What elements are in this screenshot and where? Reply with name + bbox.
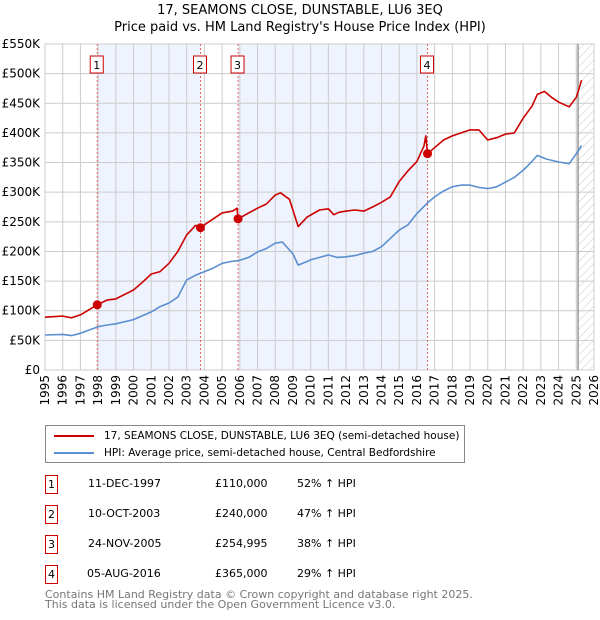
x-tick-label: 1996 [56, 375, 70, 406]
footer-licence: This data is licensed under the Open Gov… [45, 598, 396, 611]
transaction-hpi-diff: 38% ↑ HPI [297, 537, 356, 550]
x-tick-label: 2008 [268, 375, 282, 406]
y-tick-label: £200K [2, 244, 42, 258]
transaction-row: 3 24-NOV-2005 £254,995 38% ↑ HPI [45, 535, 445, 555]
x-tick-label: 1999 [109, 375, 123, 406]
sale-badge-label: 4 [424, 59, 431, 72]
transaction-row: 2 10-OCT-2003 £240,000 47% ↑ HPI [45, 505, 445, 525]
chart-title: 17, SEAMONS CLOSE, DUNSTABLE, LU6 3EQ [157, 3, 443, 18]
y-tick-label: £450K [2, 96, 42, 110]
x-tick-label: 2004 [197, 375, 211, 406]
x-tick-label: 2011 [321, 375, 335, 406]
legend-swatch-red [54, 435, 94, 437]
transaction-hpi-diff: 29% ↑ HPI [297, 567, 356, 580]
shade-region [238, 44, 428, 370]
x-tick-label: 2005 [215, 375, 229, 406]
x-tick-label: 2026 [587, 375, 600, 406]
x-tick-label: 2017 [428, 375, 442, 406]
x-tick-label: 1997 [73, 375, 87, 406]
sale-badge-box [89, 55, 104, 74]
legend-label-property: 17, SEAMONS CLOSE, DUNSTABLE, LU6 3EQ (s… [104, 430, 460, 442]
transaction-price: £365,000 [215, 567, 268, 580]
plot-frame [44, 43, 595, 371]
x-tick-label: 2003 [180, 375, 194, 406]
x-tick-label: 2009 [286, 375, 300, 406]
transaction-price: £110,000 [215, 477, 268, 490]
y-tick-label: £150K [2, 274, 42, 288]
transaction-date: 10-OCT-2003 [88, 507, 161, 520]
sale-point [233, 214, 243, 224]
x-tick-label: 1998 [91, 375, 105, 406]
sale-badge-box [192, 55, 207, 74]
series-line [44, 144, 583, 337]
legend-item-property: 17, SEAMONS CLOSE, DUNSTABLE, LU6 3EQ (s… [46, 428, 459, 444]
x-tick-label: 2024 [552, 375, 566, 406]
transaction-price: £254,995 [215, 537, 268, 550]
transaction-hpi-diff: 52% ↑ HPI [297, 477, 356, 490]
x-tick-label: 2025 [569, 375, 583, 406]
legend: 17, SEAMONS CLOSE, DUNSTABLE, LU6 3EQ (s… [45, 425, 465, 463]
x-tick-label: 2018 [445, 375, 459, 406]
sale-badge-label: 1 [93, 59, 100, 72]
y-tick-label: £350K [2, 156, 42, 170]
series-line [44, 79, 583, 319]
x-tick-label: 2016 [410, 375, 424, 406]
transaction-price: £240,000 [215, 507, 268, 520]
y-tick-label: £250K [2, 215, 42, 229]
legend-label-hpi: HPI: Average price, semi-detached house,… [104, 447, 436, 459]
transaction-marker: 3 [45, 535, 58, 554]
y-tick-label: £50K [9, 333, 41, 347]
y-tick-label: £500K [2, 67, 42, 81]
transaction-row: 4 05-AUG-2016 £365,000 29% ↑ HPI [45, 565, 445, 585]
y-tick-label: £400K [2, 126, 42, 140]
transaction-date: 24-NOV-2005 [88, 537, 162, 550]
x-tick-label: 2022 [516, 375, 530, 406]
x-tick-label: 2007 [251, 375, 265, 406]
transaction-marker: 4 [45, 565, 58, 584]
y-tick-label: £300K [2, 185, 42, 199]
y-tick-label: £550K [2, 37, 42, 51]
transaction-hpi-diff: 47% ↑ HPI [297, 507, 356, 520]
x-tick-label: 2021 [498, 375, 512, 406]
x-tick-label: 2012 [339, 375, 353, 406]
transaction-marker: 2 [45, 505, 58, 524]
x-tick-label: 1995 [38, 375, 52, 406]
transaction-date: 11-DEC-1997 [88, 477, 162, 490]
x-tick-label: 2001 [144, 375, 158, 406]
sale-badge-box [420, 55, 435, 74]
x-tick-label: 2013 [357, 375, 371, 406]
shade-region [97, 44, 201, 370]
legend-swatch-blue [54, 452, 94, 454]
x-tick-label: 2015 [392, 375, 406, 406]
x-tick-label: 2019 [463, 375, 477, 406]
transaction-marker: 1 [45, 475, 58, 494]
sale-badge-label: 3 [234, 59, 241, 72]
x-tick-label: 2002 [162, 375, 176, 406]
y-tick-label: £100K [2, 304, 42, 318]
footer: Contains HM Land Registry data © Crown c… [45, 588, 473, 611]
chart-subtitle: Price paid vs. HM Land Registry's House … [114, 20, 486, 35]
sale-point [195, 223, 205, 233]
y-tick-label: £0 [25, 363, 40, 377]
sale-point [92, 300, 102, 310]
hatched-region [578, 44, 594, 370]
x-tick-label: 2010 [304, 375, 318, 406]
price-chart: £0 £50K £100K £150K £200K £250K £300K £350K £400… [2, 37, 600, 406]
x-tick-label: 2014 [374, 375, 388, 406]
x-tick-label: 2006 [233, 375, 247, 406]
sale-badge-box [230, 55, 245, 74]
transaction-row: 1 11-DEC-1997 £110,000 52% ↑ HPI [45, 475, 445, 495]
x-tick-label: 2000 [127, 375, 141, 406]
legend-item-hpi: HPI: Average price, semi-detached house,… [46, 445, 436, 461]
x-tick-label: 2023 [534, 375, 548, 406]
sale-badge-label: 2 [196, 59, 203, 72]
sale-point [423, 149, 433, 159]
x-tick-label: 2020 [481, 375, 495, 406]
transaction-date: 05-AUG-2016 [87, 567, 161, 580]
footer-copyright: Contains HM Land Registry data © Crown c… [45, 588, 473, 601]
